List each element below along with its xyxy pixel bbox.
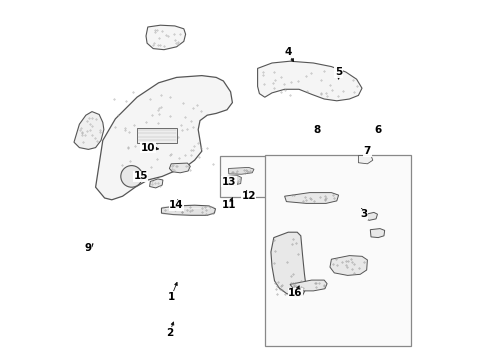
Text: 9: 9 bbox=[85, 243, 92, 253]
Text: 3: 3 bbox=[360, 209, 368, 219]
Circle shape bbox=[233, 181, 237, 186]
Polygon shape bbox=[228, 167, 254, 174]
Polygon shape bbox=[290, 280, 327, 291]
Polygon shape bbox=[330, 256, 368, 275]
Polygon shape bbox=[370, 229, 385, 238]
Text: 13: 13 bbox=[221, 177, 236, 187]
Text: 7: 7 bbox=[364, 146, 371, 156]
Text: 10: 10 bbox=[141, 143, 155, 153]
Polygon shape bbox=[271, 232, 306, 297]
Text: 2: 2 bbox=[166, 328, 173, 338]
Text: 4: 4 bbox=[285, 47, 292, 57]
Polygon shape bbox=[149, 179, 163, 188]
Polygon shape bbox=[170, 163, 190, 173]
FancyBboxPatch shape bbox=[265, 155, 411, 346]
Text: 6: 6 bbox=[374, 125, 382, 135]
Polygon shape bbox=[285, 193, 339, 203]
FancyBboxPatch shape bbox=[220, 156, 272, 197]
Text: 15: 15 bbox=[133, 171, 148, 181]
Text: 14: 14 bbox=[169, 200, 184, 210]
Polygon shape bbox=[358, 156, 373, 164]
Circle shape bbox=[121, 166, 143, 187]
FancyBboxPatch shape bbox=[137, 128, 176, 143]
Polygon shape bbox=[74, 112, 104, 149]
Text: 11: 11 bbox=[221, 200, 236, 210]
Text: 1: 1 bbox=[168, 292, 175, 302]
Polygon shape bbox=[162, 205, 216, 215]
Text: 12: 12 bbox=[242, 191, 256, 201]
Polygon shape bbox=[146, 25, 186, 50]
Text: 5: 5 bbox=[335, 67, 342, 77]
Polygon shape bbox=[364, 212, 377, 220]
Text: 16: 16 bbox=[288, 288, 303, 298]
Polygon shape bbox=[96, 76, 232, 200]
Polygon shape bbox=[226, 176, 242, 185]
Polygon shape bbox=[258, 61, 362, 101]
Text: 8: 8 bbox=[314, 125, 320, 135]
